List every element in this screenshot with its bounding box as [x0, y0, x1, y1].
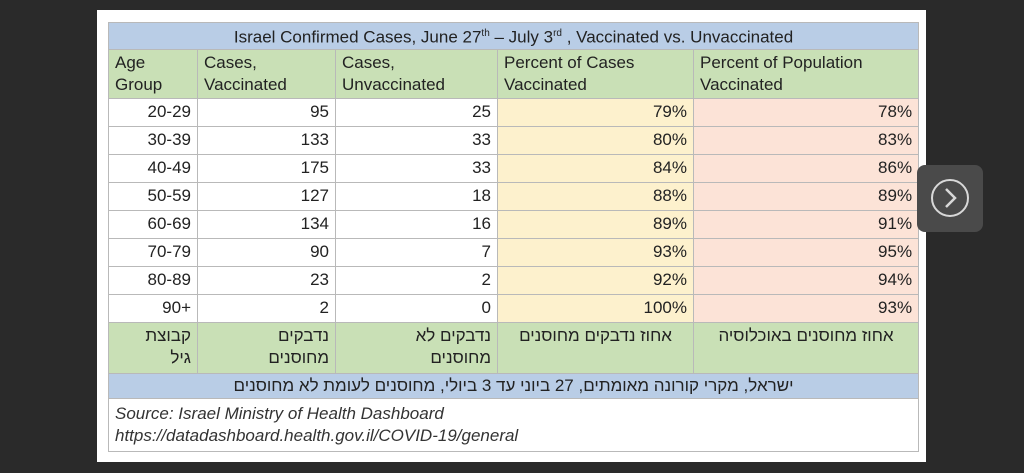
data-cell: 95 [197, 97, 336, 127]
data-cell: 94% [692, 265, 920, 295]
data-cell: 60-69 [108, 209, 198, 239]
data-cell: 93% [497, 237, 694, 267]
header-text: Vaccinated [204, 74, 287, 94]
title-part: – July 3 [489, 27, 554, 47]
data-cell: 89% [692, 181, 920, 211]
header-text: Vaccinated [504, 74, 587, 94]
header-text: Cases, [342, 52, 395, 72]
data-row: 90+ 2 0 100% 93% [108, 293, 920, 323]
data-cell: 91% [692, 209, 920, 239]
data-cell: 100% [497, 293, 694, 323]
data-cell: 83% [692, 125, 920, 155]
hebrew-header-text: נדבקים לא [415, 325, 491, 345]
header-cell: Cases, Vaccinated [197, 48, 336, 99]
icon-chevron [945, 188, 957, 208]
data-cell: 7 [335, 237, 498, 267]
hebrew-header-text: מחוסנים [430, 347, 491, 367]
data-cell: 95% [692, 237, 920, 267]
table-body: Israel Confirmed Cases, June 27th – July… [107, 22, 920, 452]
data-cell: 86% [692, 153, 920, 183]
title-row: Israel Confirmed Cases, June 27th – July… [107, 22, 920, 50]
data-cell: 2 [335, 265, 498, 295]
data-cell: 30-39 [108, 125, 198, 155]
data-cell: 89% [497, 209, 694, 239]
data-cell: 90 [197, 237, 336, 267]
hebrew-title: ישראל, מקרי קורונה מאומתים, 27 ביוני עד … [107, 372, 920, 399]
data-row: 20-29 95 25 79% 78% [108, 97, 920, 127]
data-cell: 80% [497, 125, 694, 155]
data-cell: 175 [197, 153, 336, 183]
hebrew-header-text: גיל [170, 347, 191, 367]
hebrew-header-cell: קבוצת גיל [108, 321, 198, 374]
image-panel: Israel Confirmed Cases, June 27th – July… [97, 10, 926, 462]
data-table: Israel Confirmed Cases, June 27th – July… [107, 22, 920, 452]
hebrew-header-text: מחוסנים [268, 347, 329, 367]
hebrew-header-text: קבוצת [145, 325, 191, 345]
hebrew-header-text: נדבקים [278, 325, 329, 345]
hebrew-header-cell: אחוז נדבקים מחוסנים [497, 321, 694, 374]
hebrew-header-cell: נדבקים לא מחוסנים [335, 321, 498, 374]
data-row: 50-59 127 18 88% 89% [108, 181, 920, 211]
data-cell: 33 [335, 125, 498, 155]
data-cell: 16 [335, 209, 498, 239]
data-cell: 92% [497, 265, 694, 295]
header-row: Age Group Cases, Vaccinated Cases, Unvaccinat… [108, 48, 920, 99]
data-cell: 20-29 [108, 97, 198, 127]
data-cell: 80-89 [108, 265, 198, 295]
data-cell: 0 [335, 293, 498, 323]
next-button[interactable] [917, 165, 983, 232]
data-cell: 93% [692, 293, 920, 323]
data-cell: 23 [197, 265, 336, 295]
source-cell: Source: Israel Ministry of Health Dashbo… [107, 397, 920, 452]
header-text: Age [115, 52, 146, 72]
data-cell: 127 [197, 181, 336, 211]
header-text: Percent of Population [700, 52, 863, 72]
title-part: th [481, 28, 490, 39]
hebrew-title-row: ישראל, מקרי קורונה מאומתים, 27 ביוני עד … [107, 372, 920, 399]
data-row: 30-39 133 33 80% 83% [108, 125, 920, 155]
data-row: 60-69 134 16 89% 91% [108, 209, 920, 239]
header-cell: Age Group [108, 48, 198, 99]
next-icon [931, 179, 969, 217]
data-row: 80-89 23 2 92% 94% [108, 265, 920, 295]
title-cell: Israel Confirmed Cases, June 27th – July… [107, 22, 920, 50]
data-cell: 79% [497, 97, 694, 127]
title-part: Israel Confirmed Cases, June 27 [233, 27, 482, 47]
hebrew-header-cell: נדבקים מחוסנים [197, 321, 336, 374]
data-row: 40-49 175 33 84% 86% [108, 153, 920, 183]
source-text: Source: Israel Ministry of Health Dashbo… [115, 403, 444, 423]
hebrew-header-text: אחוז נדבקים מחוסנים [519, 325, 672, 345]
hebrew-header-text: אחוז מחוסנים באוכלוסיה [718, 325, 894, 345]
data-cell: 50-59 [108, 181, 198, 211]
source-text: https://datadashboard.health.gov.il/COVI… [115, 425, 519, 445]
title-part: , Vaccinated vs. Unvaccinated [561, 27, 794, 47]
header-text: Unvaccinated [342, 74, 446, 94]
header-text: Group [115, 74, 163, 94]
header-text: Cases, [204, 52, 257, 72]
data-cell: 134 [197, 209, 336, 239]
header-cell: Percent of Population Vaccinated [692, 48, 920, 99]
data-cell: 90+ [108, 293, 198, 323]
header-text: Percent of Cases [504, 52, 635, 72]
data-cell: 133 [197, 125, 336, 155]
data-row: 70-79 90 7 93% 95% [108, 237, 920, 267]
data-cell: 33 [335, 153, 498, 183]
data-cell: 40-49 [108, 153, 198, 183]
source-row: Source: Israel Ministry of Health Dashbo… [107, 397, 920, 452]
data-cell: 88% [497, 181, 694, 211]
data-cell: 70-79 [108, 237, 198, 267]
data-cell: 18 [335, 181, 498, 211]
data-cell: 2 [197, 293, 336, 323]
title-part: rd [553, 28, 562, 39]
data-cell: 84% [497, 153, 694, 183]
hebrew-header-row: קבוצת גיל נדבקים מחוסנים נדבקים לא מחוסנים אחו… [108, 321, 920, 374]
header-cell: Percent of Cases Vaccinated [497, 48, 694, 99]
header-text: Vaccinated [700, 74, 783, 94]
data-cell: 25 [335, 97, 498, 127]
hebrew-header-cell: אחוז מחוסנים באוכלוסיה [692, 321, 920, 374]
header-cell: Cases, Unvaccinated [335, 48, 498, 99]
data-cell: 78% [692, 97, 920, 127]
icon-circle [931, 179, 969, 217]
